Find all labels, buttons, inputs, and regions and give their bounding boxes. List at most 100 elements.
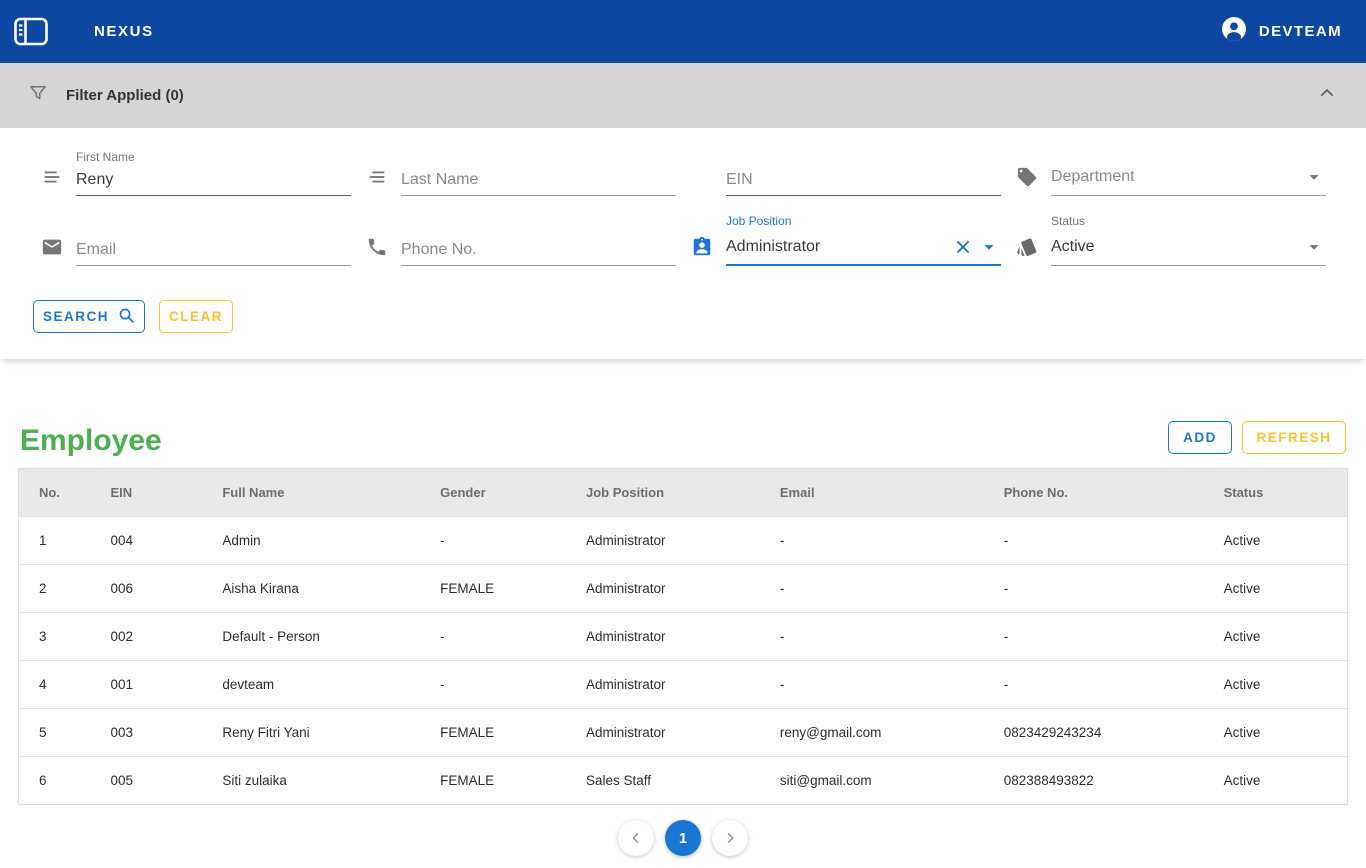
cell-job-position: Administrator: [566, 661, 760, 709]
cell-ein-link[interactable]: 006: [90, 565, 202, 613]
table-row: 4 001 devteam - Administrator - - Active: [19, 661, 1348, 709]
email-field: [40, 214, 351, 266]
col-ein: EIN: [90, 469, 202, 517]
ein-input[interactable]: [726, 171, 1001, 189]
cell-full-name-link[interactable]: Admin: [202, 517, 420, 565]
clear-button-label: CLEAR: [169, 309, 223, 324]
status-select[interactable]: Status Active: [1051, 235, 1326, 266]
short-text-icon: [40, 165, 64, 189]
table-row: 3 002 Default - Person - Administrator -…: [19, 613, 1348, 661]
cell-ein-link[interactable]: 001: [90, 661, 202, 709]
chevron-down-icon[interactable]: [977, 235, 1001, 259]
last-name-input[interactable]: [401, 171, 676, 189]
clear-button[interactable]: CLEAR: [159, 300, 233, 333]
cell-status: Active: [1204, 661, 1348, 709]
table-header-row: No. EIN Full Name Gender Job Position Em…: [19, 469, 1348, 517]
cell-gender: -: [420, 661, 566, 709]
clear-selection-icon[interactable]: [949, 235, 977, 259]
cell-email: reny@gmail.com: [760, 709, 984, 757]
pagination: 1: [18, 820, 1348, 856]
col-no: No.: [19, 469, 91, 517]
employee-table: No. EIN Full Name Gender Job Position Em…: [18, 468, 1348, 805]
phone-input[interactable]: [401, 241, 676, 259]
chevron-down-icon[interactable]: [1302, 165, 1326, 189]
cell-email: siti@gmail.com: [760, 757, 984, 805]
col-status: Status: [1204, 469, 1348, 517]
user-menu[interactable]: DEVTEAM: [1222, 17, 1342, 46]
next-page-button[interactable]: [712, 820, 748, 856]
email-input[interactable]: [76, 241, 351, 259]
ein-field: [690, 144, 1001, 196]
cell-full-name-link[interactable]: Aisha Kirana: [202, 565, 420, 613]
refresh-button[interactable]: REFRESH: [1242, 421, 1346, 454]
cell-email: -: [760, 517, 984, 565]
cell-phone: -: [984, 565, 1204, 613]
last-name-field: [365, 144, 676, 196]
phone-icon: [365, 235, 389, 259]
first-name-field: First Name: [40, 144, 351, 196]
cell-no: 1: [19, 517, 91, 565]
col-phone: Phone No.: [984, 469, 1204, 517]
col-job-position: Job Position: [566, 469, 760, 517]
cell-job-position: Administrator: [566, 613, 760, 661]
search-button[interactable]: SEARCH: [33, 300, 145, 333]
cell-phone: 0823429243234: [984, 709, 1204, 757]
job-position-value: Administrator: [726, 238, 949, 256]
status-style-icon: [1015, 235, 1039, 259]
cell-email: -: [760, 613, 984, 661]
phone-field: [365, 214, 676, 266]
cell-ein-link[interactable]: 002: [90, 613, 202, 661]
top-navbar: NEXUS DEVTEAM: [0, 0, 1366, 63]
refresh-button-label: REFRESH: [1256, 430, 1331, 445]
col-gender: Gender: [420, 469, 566, 517]
add-button[interactable]: ADD: [1168, 421, 1232, 454]
filter-icon: [28, 83, 48, 108]
col-full-name: Full Name: [202, 469, 420, 517]
app-title: NEXUS: [94, 23, 154, 40]
cell-status: Active: [1204, 565, 1348, 613]
first-name-label: First Name: [76, 150, 135, 164]
filter-panel-header[interactable]: Filter Applied (0): [0, 63, 1366, 128]
search-icon: [118, 307, 135, 327]
add-button-label: ADD: [1183, 430, 1217, 445]
status-value: Active: [1051, 238, 1302, 256]
cell-ein-link[interactable]: 003: [90, 709, 202, 757]
search-button-label: SEARCH: [43, 309, 109, 324]
cell-no: 4: [19, 661, 91, 709]
cell-full-name-link[interactable]: Siti zulaika: [202, 757, 420, 805]
prev-page-button[interactable]: [618, 820, 654, 856]
cell-status: Active: [1204, 757, 1348, 805]
cell-gender: -: [420, 613, 566, 661]
collapse-chevron-icon[interactable]: [1318, 84, 1336, 107]
cell-ein-link[interactable]: 004: [90, 517, 202, 565]
page-1-button[interactable]: 1: [665, 820, 701, 856]
cell-full-name-link[interactable]: devteam: [202, 661, 420, 709]
first-name-input[interactable]: [76, 171, 351, 189]
status-label: Status: [1051, 214, 1085, 228]
cell-email: -: [760, 565, 984, 613]
cell-job-position: Administrator: [566, 565, 760, 613]
department-field: Department: [1015, 144, 1326, 196]
cell-full-name-link[interactable]: Reny Fitri Yani: [202, 709, 420, 757]
cell-job-position: Administrator: [566, 709, 760, 757]
chevron-down-icon[interactable]: [1302, 235, 1326, 259]
status-field: Status Active: [1015, 214, 1326, 266]
cell-gender: FEMALE: [420, 709, 566, 757]
sidebar-toggle-icon[interactable]: [14, 17, 48, 46]
cell-no: 6: [19, 757, 91, 805]
cell-ein-link[interactable]: 005: [90, 757, 202, 805]
table-row: 2 006 Aisha Kirana FEMALE Administrator …: [19, 565, 1348, 613]
filter-form: First Name: [0, 128, 1366, 359]
cell-email: -: [760, 661, 984, 709]
cell-phone: -: [984, 613, 1204, 661]
cell-no: 5: [19, 709, 91, 757]
job-position-select[interactable]: Job Position Administrator: [726, 235, 1001, 266]
cell-full-name-link[interactable]: Default - Person: [202, 613, 420, 661]
cell-status: Active: [1204, 613, 1348, 661]
job-position-label: Job Position: [726, 214, 791, 228]
tag-icon: [1015, 165, 1039, 189]
table-row: 6 005 Siti zulaika FEMALE Sales Staff si…: [19, 757, 1348, 805]
department-select[interactable]: Department: [1051, 165, 1326, 196]
user-avatar-icon: [1222, 17, 1246, 46]
filter-title: Filter Applied (0): [66, 87, 184, 104]
